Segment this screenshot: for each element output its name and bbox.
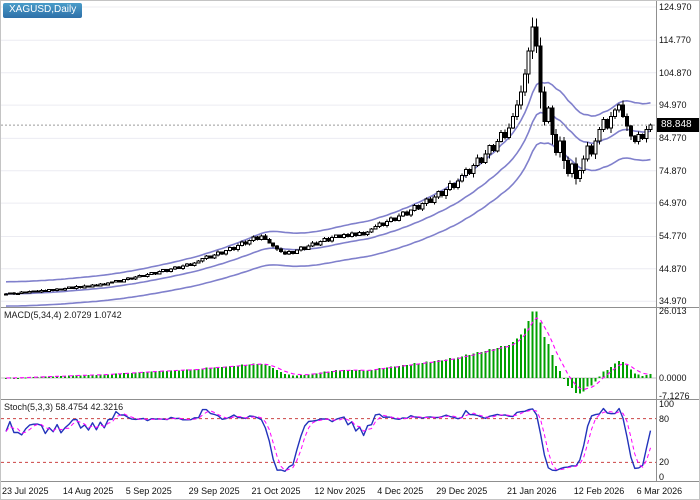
macd-signal-line xyxy=(5,317,651,391)
time-axis-label: 12 Feb 2026 xyxy=(573,486,625,496)
stoch-main-line xyxy=(5,407,652,473)
price-panel[interactable]: XAGUSD,Daily xyxy=(1,1,656,307)
price-axis-label: 114.770 xyxy=(659,35,691,46)
time-axis-label: 5 Sep 2025 xyxy=(125,486,172,496)
price-axis-separator xyxy=(656,1,657,481)
price-axis-label: 84.770 xyxy=(659,133,687,144)
candlestick-series xyxy=(4,17,653,296)
stochastic-chart-canvas[interactable] xyxy=(1,400,656,481)
macd-label: MACD(5,34,4) 2.0729 1.0742 xyxy=(4,310,122,320)
price-axis-label: 104.870 xyxy=(659,67,692,78)
time-axis-label: 6 Mar 2026 xyxy=(636,486,683,496)
time-axis-separator xyxy=(1,481,699,482)
macd-axis-label: 26.013 xyxy=(659,305,687,316)
price-axis-label: 124.970 xyxy=(659,1,692,12)
current-price-badge: 88.848 xyxy=(657,118,699,133)
price-axis-label: 74.870 xyxy=(659,165,687,176)
time-axis-label: 4 Dec 2025 xyxy=(377,486,424,496)
price-axis-label: 44.870 xyxy=(659,263,687,274)
price-axis-label: 94.970 xyxy=(659,100,687,111)
grid-lines xyxy=(1,6,656,302)
stoch-axis-label: 20 xyxy=(659,457,670,468)
macd-chart-canvas[interactable] xyxy=(1,308,656,399)
stoch-signal-line xyxy=(5,409,651,472)
price-axis-label: 34.970 xyxy=(659,296,687,307)
price-axis[interactable]: 88.848 124.970 114.770 104.870 94.970 84.770… xyxy=(657,1,699,482)
stoch-axis-label: 0 xyxy=(659,472,665,482)
panel-separator[interactable] xyxy=(1,307,699,308)
time-axis-label: 23 Jul 2025 xyxy=(2,486,49,496)
time-axis-label: 14 Aug 2025 xyxy=(62,486,114,496)
price-axis-label: 64.970 xyxy=(659,198,687,209)
time-axis-label: 21 Jan 2026 xyxy=(506,486,557,496)
time-axis-label: 29 Sep 2025 xyxy=(188,486,240,496)
macd-axis-label: 0.0000 xyxy=(659,372,687,383)
time-axis-label: 12 Nov 2025 xyxy=(314,486,366,496)
price-axis-label: 54.770 xyxy=(659,231,687,242)
macd-axis-label: -7.1276 xyxy=(659,391,690,402)
macd-panel[interactable]: MACD(5,34,4) 2.0729 1.0742 xyxy=(1,308,656,399)
stoch-level-lines xyxy=(1,418,656,463)
stoch-axis-label: 100 xyxy=(659,399,675,409)
time-axis[interactable]: 23 Jul 2025 14 Aug 2025 5 Sep 2025 29 Sep 2… xyxy=(1,482,699,499)
stoch-axis-label: 80 xyxy=(659,413,670,424)
stochastic-panel[interactable]: Stoch(5,3,3) 58.4754 42.3216 xyxy=(1,400,656,481)
panel-separator[interactable] xyxy=(1,399,699,400)
symbol-label: XAGUSD,Daily xyxy=(3,3,83,18)
stochastic-label: Stoch(5,3,3) 58.4754 42.3216 xyxy=(4,402,124,412)
time-axis-label: 29 Dec 2025 xyxy=(436,486,488,496)
macd-histogram xyxy=(5,311,652,394)
price-chart-canvas[interactable] xyxy=(1,1,656,307)
time-axis-label: 21 Oct 2025 xyxy=(251,486,301,496)
